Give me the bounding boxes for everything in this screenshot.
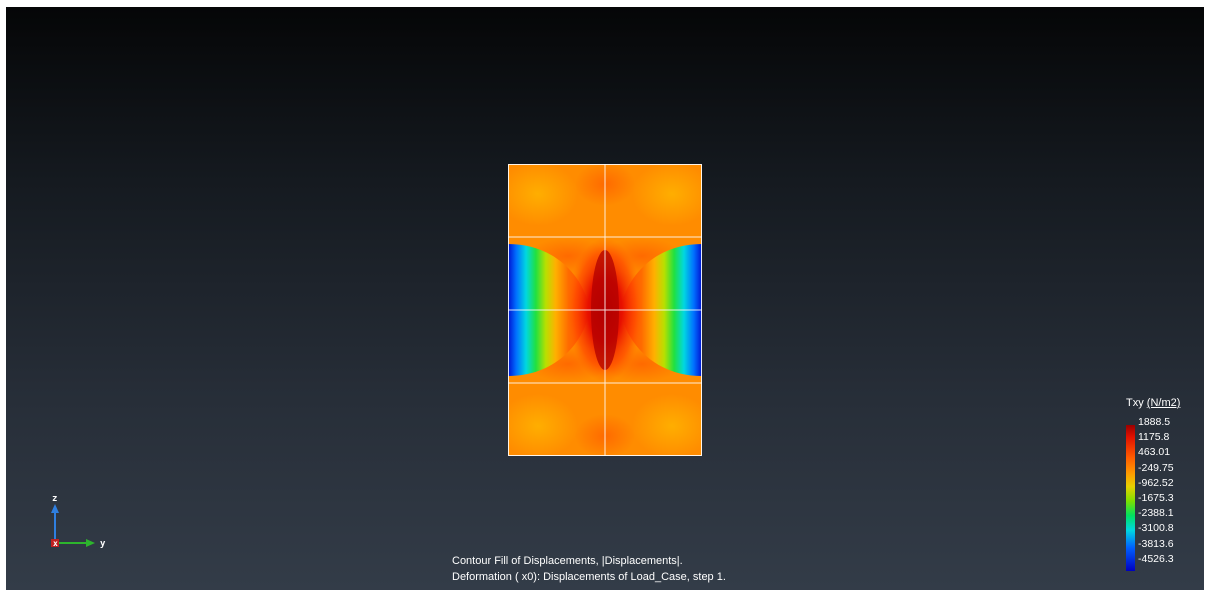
legend-value-label: 1888.5 [1138,416,1171,428]
legend-value-label: -3100.8 [1138,522,1174,535]
legend-color-bar [1126,425,1135,571]
legend-labels: 1888.5 1175.8 463.01 -249.75 -962.52 -1675.3 -… [1138,416,1198,576]
legend-quantity: Txy [1126,397,1144,409]
y-axis-arrow-icon [86,539,95,547]
contour-plot-model[interactable] [508,164,702,456]
y-axis-label: y [100,539,106,549]
legend-value-label: -3813.6 [1138,537,1174,550]
z-axis-arrow-icon [51,504,59,513]
legend-value-label: -962.52 [1138,476,1174,489]
legend-value-label: -2388.1 [1138,507,1174,520]
legend-value-label: -1675.3 [1138,492,1174,504]
legend-value-label: 463.01 [1138,446,1171,459]
x-axis-marker-icon [51,539,59,547]
plot-caption: Contour Fill of Displacements, |Displace… [452,553,726,585]
legend-unit: (N/m2) [1146,397,1181,409]
x-axis-label: x [53,539,58,548]
z-axis-label: z [52,494,57,504]
3d-viewport[interactable]: z x y Txy (N/m2) 1888.5 1175.8 463.01 -249.… [6,7,1204,590]
axis-triad: z x y [44,491,116,551]
legend-title: Txy (N/m2) [1126,397,1180,409]
legend-value-label: 1175.8 [1138,431,1170,444]
legend-value-label: -249.75 [1138,461,1174,474]
color-legend: Txy (N/m2) 1888.5 1175.8 463.01 -249.75 -962… [1118,395,1198,577]
legend-value-label: -4526.3 [1138,552,1174,565]
caption-line-1: Contour Fill of Displacements, |Displace… [452,555,683,567]
caption-line-2: Deformation ( x0): Displacements of Load… [452,571,726,583]
contour-fill-graphic [508,164,702,456]
